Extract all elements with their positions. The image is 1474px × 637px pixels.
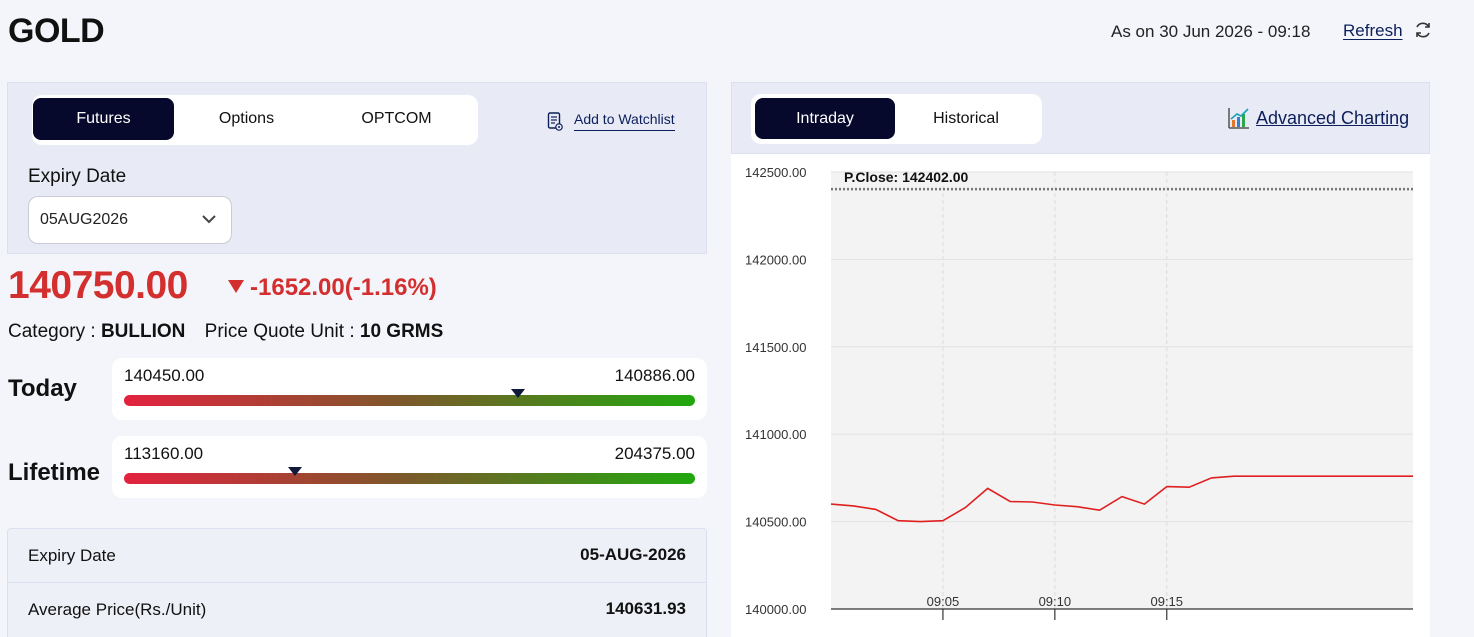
table-row: Expiry Date 05-AUG-2026 [8, 529, 706, 582]
prev-close-label: P.Close: 142402.00 [844, 169, 968, 185]
lifetime-range-bar [124, 473, 695, 484]
detail-key: Average Price(Rs./Unit) [28, 600, 207, 619]
plot-area [831, 172, 1413, 609]
watchlist-icon[interactable] [547, 111, 563, 131]
contract-panel: Futures Options OPTCOM Add to Watchlist … [7, 82, 707, 254]
today-range-card: 140450.00 140886.00 [112, 358, 707, 420]
detail-key: Expiry Date [28, 546, 116, 565]
refresh-icon[interactable] [1414, 20, 1432, 40]
refresh-button[interactable]: Refresh [1343, 21, 1403, 40]
y-tick-label: 140000.00 [745, 602, 806, 617]
details-table: Expiry Date 05-AUG-2026 Average Price(Rs… [7, 528, 707, 637]
intraday-chart: 142500.00 142000.00 141500.00 141000.00 1405… [731, 154, 1430, 637]
lifetime-low: 113160.00 [124, 444, 204, 463]
detail-value: 140631.93 [605, 599, 686, 618]
category-label: Category : [8, 321, 101, 342]
intraday-chart-svg: 142500.00 142000.00 141500.00 141000.00 1405… [745, 165, 1413, 620]
unit-value: 10 GRMS [359, 321, 444, 342]
detail-value: 05-AUG-2026 [580, 545, 686, 564]
advanced-charting-link[interactable]: Advanced Charting [1256, 108, 1410, 128]
lifetime-range-marker [288, 467, 303, 476]
price-series-line [830, 475, 1413, 523]
tab-intraday[interactable]: Intraday [755, 98, 895, 139]
price-change-value: -1652.00(-1.16%) [250, 274, 437, 301]
lifetime-high: 204375.00 [614, 444, 695, 463]
table-row: Average Price(Rs./Unit) 140631.93 [8, 582, 706, 635]
tab-historical[interactable]: Historical [933, 109, 999, 127]
today-high: 140886.00 [614, 366, 695, 385]
today-range-label: Today [8, 375, 77, 402]
x-tick-label: 09:15 [1150, 594, 1183, 609]
today-low: 140450.00 [124, 366, 205, 385]
as-on-timestamp: As on 30 Jun 2026 - 09:18 [1111, 22, 1311, 41]
lifetime-range-card: 113160.00 204375.00 [112, 436, 707, 498]
tab-options[interactable]: Options [218, 110, 275, 127]
chevron-down-icon [202, 215, 216, 224]
y-tick-label: 141500.00 [745, 340, 806, 355]
instrument-tabs: Futures Options OPTCOM [32, 95, 478, 145]
chart-panel-header: Intraday Historical Advanced Charting [731, 82, 1430, 154]
unit-label: Price Quote Unit : [204, 321, 360, 342]
y-tick-label: 140500.00 [745, 515, 806, 530]
category-value: BULLION [100, 321, 186, 342]
tab-optcom[interactable]: OPTCOM [361, 110, 432, 127]
expiry-date-select[interactable]: 05AUG2026 [28, 196, 232, 244]
add-to-watchlist-link[interactable]: Add to Watchlist [574, 111, 675, 131]
y-tick-label: 142000.00 [745, 252, 806, 267]
last-price: 140750.00 [8, 264, 188, 307]
expiry-date-value: 05AUG2026 [40, 211, 129, 228]
page-title: GOLD [8, 12, 105, 50]
chart-icon[interactable] [1227, 106, 1251, 130]
y-tick-label: 142500.00 [745, 165, 806, 180]
expiry-date-label: Expiry Date [28, 166, 127, 187]
x-tick-label: 09:10 [1039, 594, 1072, 609]
price-change: -1652.00(-1.16%) [228, 274, 437, 302]
y-tick-label: 141000.00 [745, 427, 806, 442]
down-arrow-icon [228, 280, 244, 293]
contract-meta: Category : BULLION Price Quote Unit : 10… [8, 321, 443, 343]
tab-futures[interactable]: Futures [33, 98, 174, 140]
today-range-bar [124, 395, 695, 406]
lifetime-range-label: Lifetime [8, 459, 101, 486]
today-range-marker [510, 389, 525, 398]
x-tick-label: 09:05 [927, 594, 960, 609]
chart-tabs: Intraday Historical [751, 94, 1042, 144]
